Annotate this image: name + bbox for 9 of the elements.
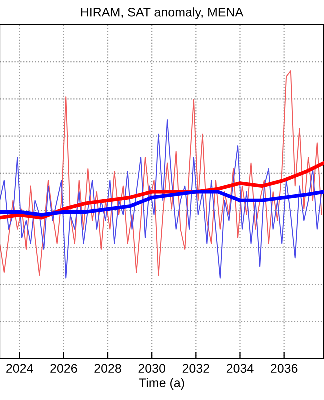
x-tick-label: 2036 [271, 364, 298, 374]
x-tick-label: 2026 [50, 364, 78, 374]
x-tick-label: 2030 [138, 364, 166, 374]
x-axis-title: Time (a) [139, 378, 184, 390]
x-tick-label: 2028 [94, 364, 122, 374]
x-tick-label: 2024 [6, 364, 34, 374]
x-tick-label: 2034 [226, 364, 254, 374]
x-tick-label: 2032 [182, 364, 210, 374]
chart-title: HIRAM, SAT anomaly, MENA [81, 8, 244, 20]
